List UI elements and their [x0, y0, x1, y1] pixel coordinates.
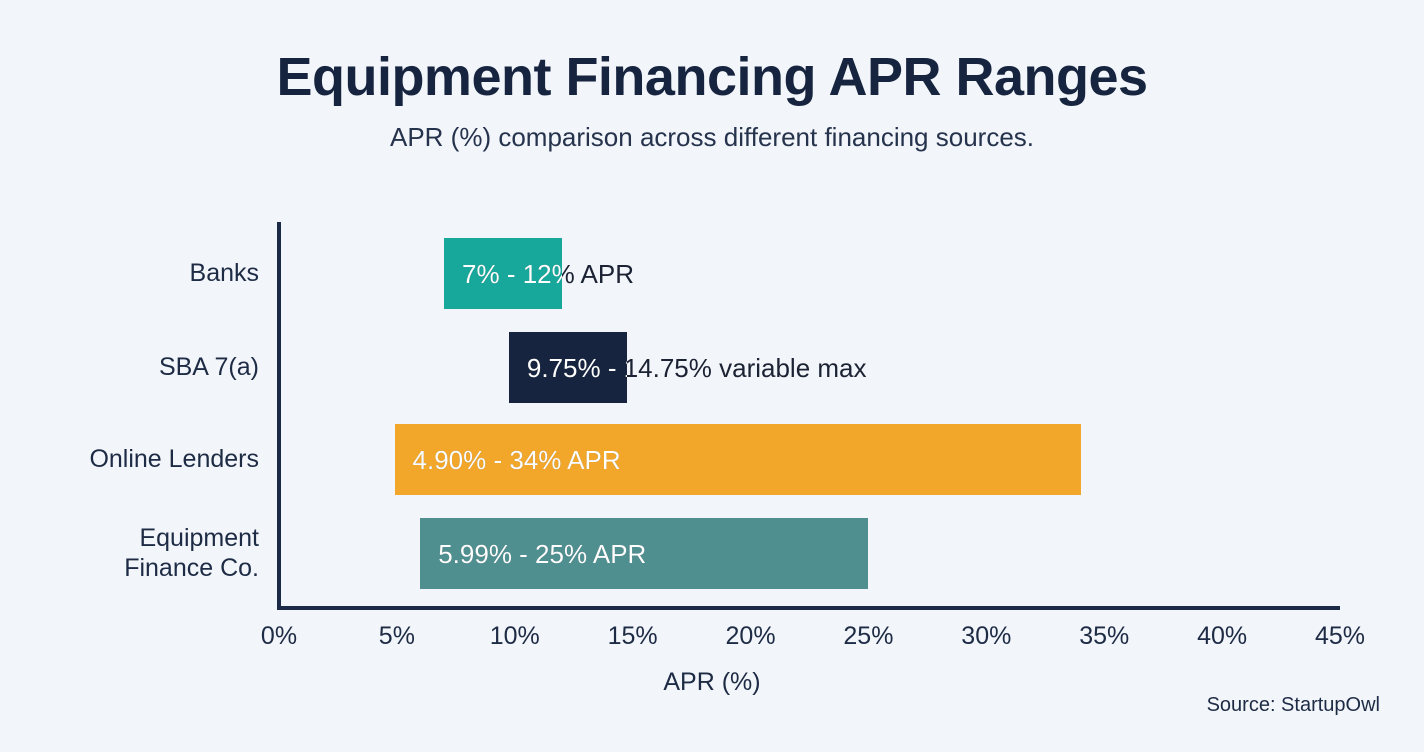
- bar-value-label-1: 7% - 12% APR: [462, 258, 635, 289]
- x-tick-0%: 0%: [260, 622, 298, 650]
- y-axis-line: [277, 222, 281, 610]
- bar-label-clip-4: 5.99% - 25% APR: [420, 518, 868, 589]
- bar-label-clip-2: 9.75% - 14.75% variable max: [509, 332, 627, 403]
- bar-3[interactable]: [394, 424, 1081, 495]
- bar-value-label-inside-2: 9.75% - 14.75% variable max: [526, 352, 627, 383]
- x-tick-30%: 30%: [961, 622, 1012, 650]
- bar-value-label-4: 5.99% - 25% APR: [438, 538, 647, 569]
- x-tick-45%: 45%: [1314, 622, 1366, 650]
- x-axis-line: [277, 606, 1340, 610]
- bar-1[interactable]: [444, 238, 562, 309]
- x-tick-40%: 40%: [1197, 622, 1248, 650]
- x-axis-title: APR (%): [663, 668, 761, 696]
- source-note: Source: StartupOwl: [1206, 694, 1380, 716]
- bar-value-label-2: 9.75% - 14.75% variable max: [526, 352, 867, 383]
- bar-2[interactable]: [508, 332, 627, 403]
- y-axis-label-4: Equipment Finance Co.: [124, 524, 259, 582]
- x-tick-35%: 35%: [1079, 622, 1130, 650]
- bar-row: 4.90% - 34% APR 4.90% - 34% APR: [0, 424, 1424, 495]
- bar-value-label-inside-1: 7% - 12% APR: [462, 258, 562, 289]
- x-tick-15%: 15%: [607, 622, 658, 650]
- x-tick-25%: 25%: [843, 622, 894, 650]
- x-tick-20%: 20%: [725, 622, 776, 650]
- bar-value-label-inside-3: 4.90% - 34% APR: [412, 444, 621, 475]
- bar-value-label-inside-4: 5.99% - 25% APR: [438, 538, 647, 569]
- x-tick-5%: 5%: [378, 622, 415, 650]
- bar-label-clip-1: 7% - 12% APR: [444, 238, 562, 309]
- x-tick-10%: 10%: [489, 622, 540, 650]
- bar-row: 5.99% - 25% APR 5.99% - 25% APR: [0, 518, 1424, 589]
- y-axis-label-2: SBA 7(a): [158, 352, 259, 381]
- chart-subtitle: APR (%) comparison across different fina…: [389, 122, 1035, 152]
- bar-4[interactable]: [420, 518, 869, 589]
- chart-title: Equipment Financing APR Ranges: [276, 47, 1148, 107]
- bar-value-label-3: 4.90% - 34% APR: [412, 444, 621, 475]
- bar-label-clip-3: 4.90% - 34% APR: [395, 424, 1081, 495]
- y-axis-label-3: Online Lenders: [89, 444, 259, 473]
- y-axis-label-1: Banks: [189, 258, 259, 287]
